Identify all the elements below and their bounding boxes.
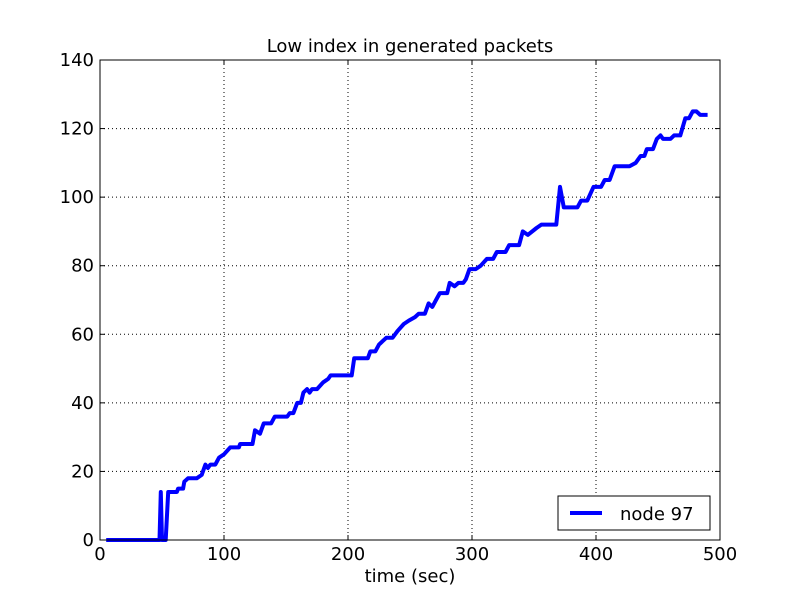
y-tick-label: 100 [60,187,94,208]
y-tick-label: 120 [60,119,94,140]
legend-label: node 97 [620,504,694,525]
x-tick-label: 400 [579,544,613,565]
y-tick-label: 40 [71,393,94,414]
axis-ticks: 0 100 200 300 400 500 0 20 40 60 80 100 120 140 [60,50,738,565]
series-line [106,109,708,542]
x-tick-label: 300 [455,544,489,565]
y-tick-label: 80 [71,256,94,277]
y-tick-label: 20 [71,461,94,482]
x-tick-label: 500 [703,544,737,565]
y-tick-label: 0 [83,530,94,551]
y-tick-label: 140 [60,50,94,71]
x-axis-label: time (sec) [365,566,456,587]
x-tick-label: 100 [207,544,241,565]
series-layer [106,109,708,542]
grid-lines [100,60,720,540]
x-tick-label: 0 [94,544,105,565]
chart-title: Low index in generated packets [267,36,554,57]
legend: node 97 [557,495,711,531]
plot-frame [99,59,721,541]
x-tick-label: 200 [331,544,365,565]
y-tick-label: 60 [71,324,94,345]
